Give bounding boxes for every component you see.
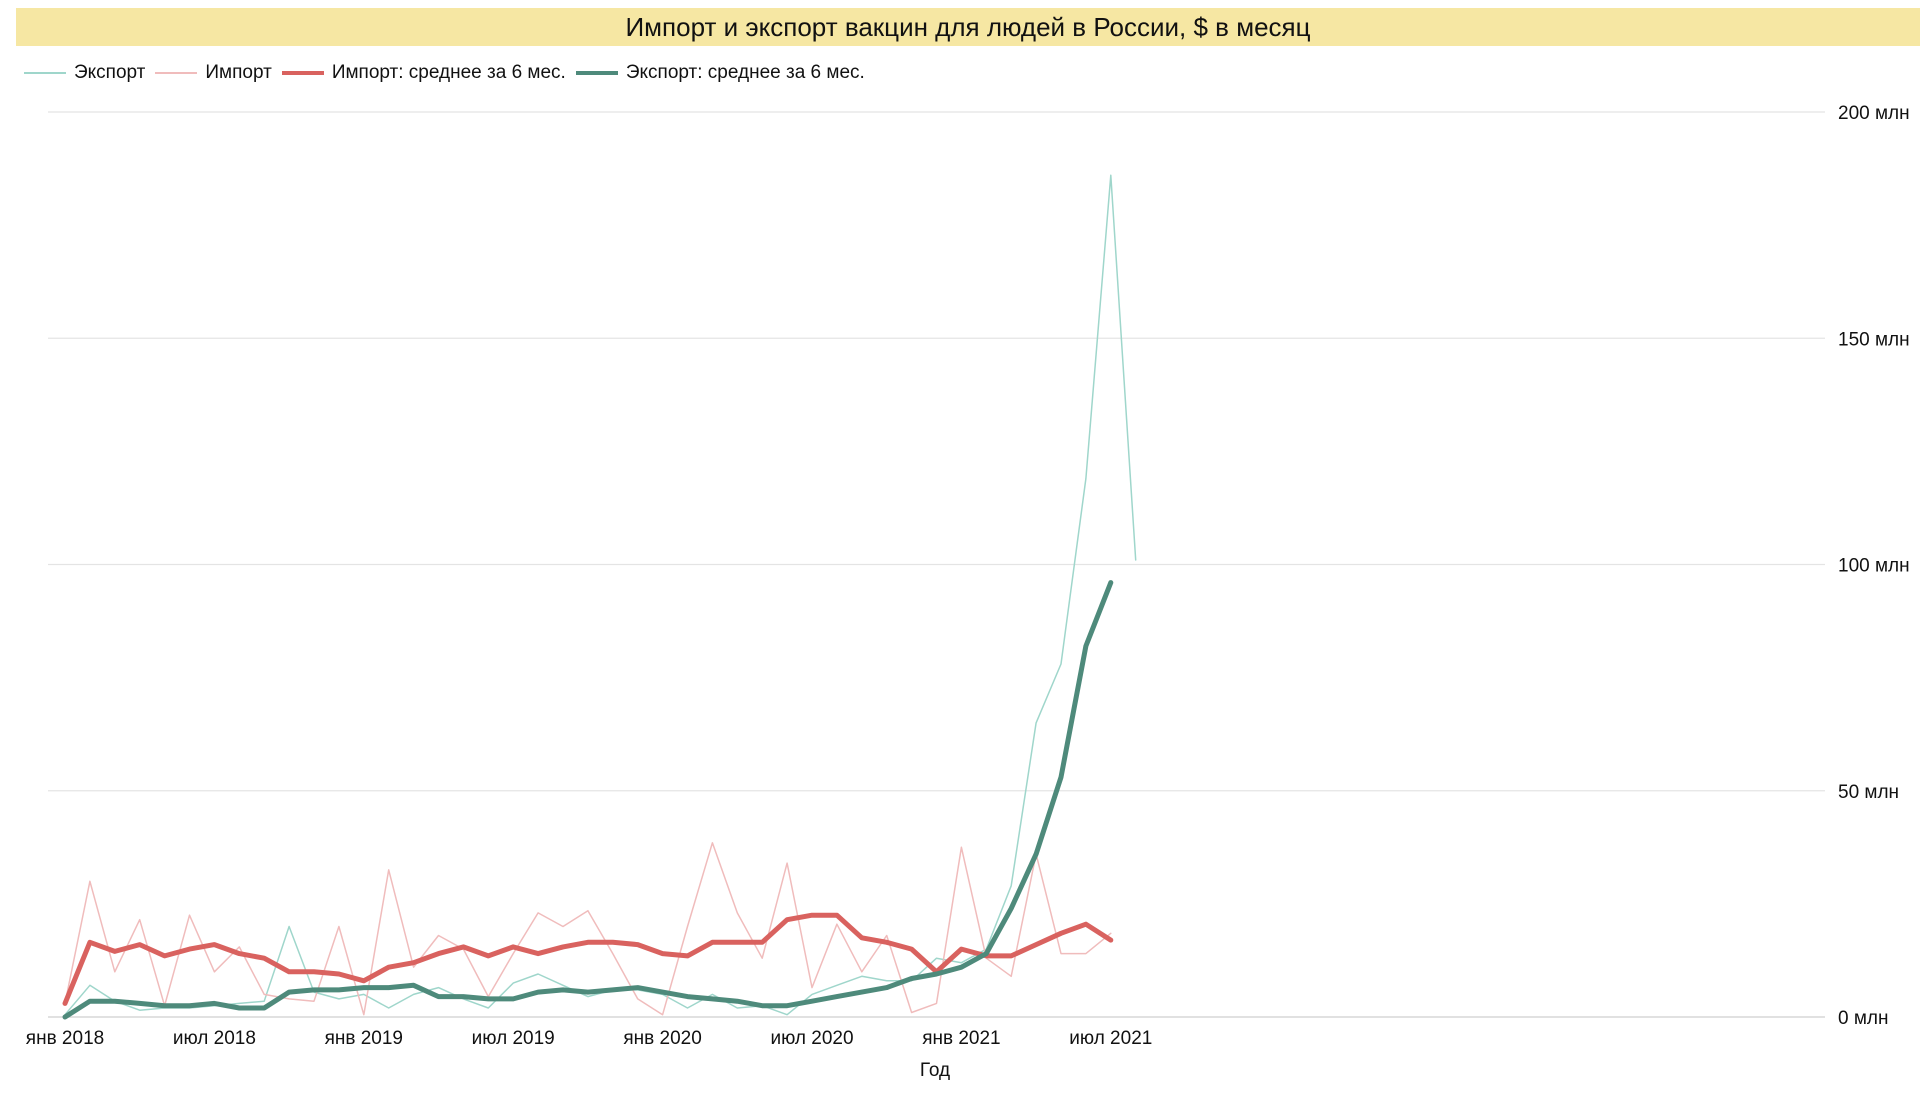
legend-swatch-import bbox=[155, 72, 198, 74]
x-axis-label: Год bbox=[920, 1060, 950, 1081]
series-line-0 bbox=[64, 174, 1137, 1016]
y-tick-label: 100 млн bbox=[1838, 556, 1910, 577]
x-tick-label: янв 2019 bbox=[325, 1028, 403, 1049]
legend-label-import-avg: Импорт: среднее за 6 мес. bbox=[331, 62, 566, 83]
series-line-3 bbox=[62, 580, 1114, 1020]
x-tick-label: июл 2020 bbox=[770, 1028, 853, 1049]
y-tick-label: 50 млн bbox=[1838, 782, 1899, 803]
gridlines bbox=[48, 111, 1825, 1018]
chart-title: Импорт и экспорт вакцин для людей в Росс… bbox=[625, 11, 1311, 42]
x-axis-ticks: янв 2018 июл 2018 янв 2019 июл 2019 янв 2020… bbox=[26, 1028, 1153, 1049]
y-tick-label: 150 млн bbox=[1838, 329, 1910, 350]
legend-item-import: Импорт bbox=[155, 62, 272, 84]
x-tick-label: янв 2021 bbox=[922, 1028, 1000, 1049]
legend-label-export: Экспорт bbox=[74, 62, 146, 83]
x-tick-label: июл 2019 bbox=[472, 1028, 555, 1049]
legend-item-export-avg: Экспорт: среднее за 6 мес. bbox=[575, 62, 865, 84]
series-line-1 bbox=[64, 842, 1112, 1016]
chart-title-bar: Импорт и экспорт вакцин для людей в Росс… bbox=[16, 8, 1920, 46]
y-axis-ticks: 0 млн 50 млн 100 млн 150 млн 200 млн bbox=[1838, 103, 1910, 1029]
legend-swatch-import-avg bbox=[281, 71, 324, 75]
x-tick-label: янв 2020 bbox=[623, 1028, 701, 1049]
legend-label-import: Импорт bbox=[205, 62, 272, 83]
chart-legend: Экспорт Импорт Импорт: среднее за 6 мес.… bbox=[24, 62, 875, 84]
x-tick-label: июл 2021 bbox=[1069, 1028, 1152, 1049]
legend-item-import-avg: Импорт: среднее за 6 мес. bbox=[281, 62, 566, 84]
legend-label-export-avg: Экспорт: среднее за 6 мес. bbox=[625, 62, 865, 83]
legend-item-export: Экспорт bbox=[24, 62, 145, 84]
y-tick-label: 0 млн bbox=[1838, 1008, 1889, 1029]
x-tick-label: янв 2018 bbox=[26, 1028, 104, 1049]
x-tick-label: июл 2018 bbox=[173, 1028, 256, 1049]
legend-swatch-export bbox=[24, 72, 66, 74]
legend-swatch-export-avg bbox=[575, 71, 618, 75]
series-lines bbox=[62, 174, 1137, 1020]
y-tick-label: 200 млн bbox=[1838, 103, 1910, 124]
